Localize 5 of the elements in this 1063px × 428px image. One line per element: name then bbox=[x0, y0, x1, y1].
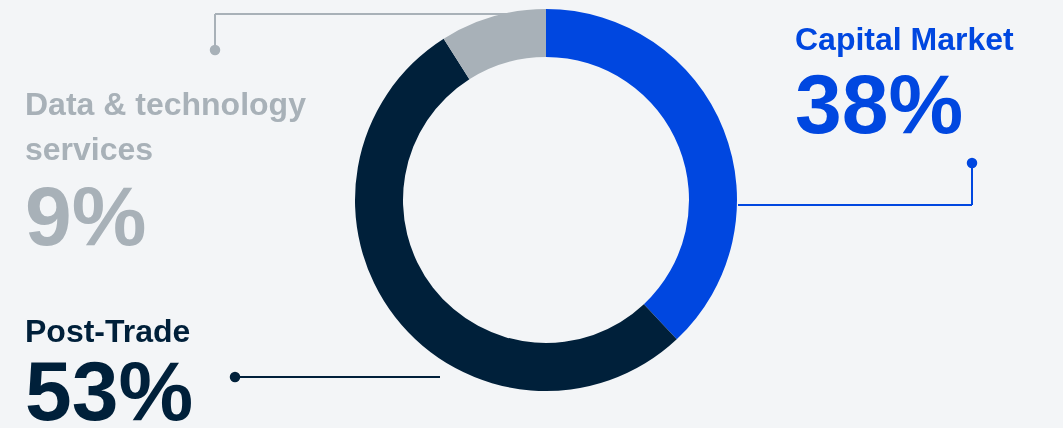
slice-label: Capital Market bbox=[795, 21, 1015, 57]
donut-slice bbox=[355, 38, 677, 391]
data-label: 38% bbox=[795, 57, 964, 151]
data-label: 9% bbox=[25, 169, 147, 263]
legend-label: Data & technology services bbox=[25, 86, 307, 167]
